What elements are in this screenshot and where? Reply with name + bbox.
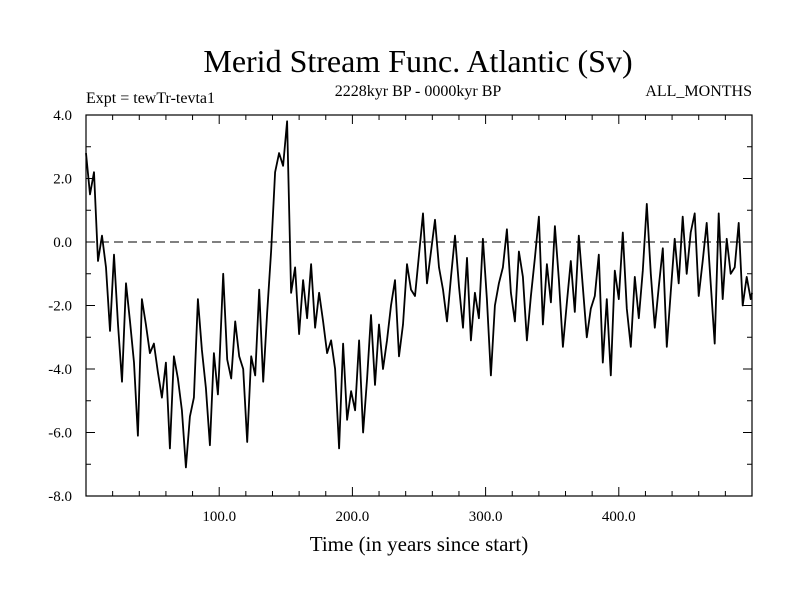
- chart-title: Merid Stream Func. Atlantic (Sv): [203, 43, 632, 79]
- x-tick-label: 400.0: [602, 509, 636, 525]
- x-tick-label: 200.0: [336, 509, 370, 525]
- y-tick-label: -4.0: [48, 362, 72, 378]
- y-tick-label: -6.0: [48, 426, 72, 442]
- experiment-label: Expt = tewTr-tevta1: [86, 90, 215, 107]
- y-tick-label: 0.0: [53, 235, 72, 251]
- chart-subtitle: 2228kyr BP - 0000kyr BP: [335, 83, 502, 100]
- months-label: ALL_MONTHS: [645, 83, 752, 100]
- y-tick-label: 4.0: [53, 108, 72, 124]
- x-axis-label: Time (in years since start): [310, 532, 529, 556]
- x-tick-label: 100.0: [202, 509, 236, 525]
- x-tick-label: 300.0: [469, 509, 503, 525]
- y-tick-label: -8.0: [48, 489, 72, 505]
- plot-frame: [85, 114, 753, 497]
- y-tick-label: -2.0: [48, 299, 72, 315]
- plot-area: 4.0 2.0 0.0 -2.0 -4.0 -6.0 -8.0 100.0 200.0 300.0…: [48, 108, 753, 525]
- series-line: [85, 120, 753, 469]
- y-tick-label: 2.0: [53, 172, 72, 188]
